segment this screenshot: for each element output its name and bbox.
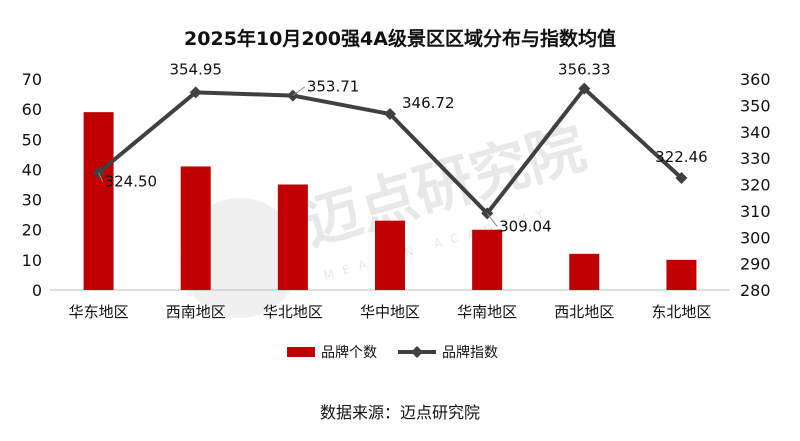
chart-title: 2025年10月200强4A级景区区域分布与指数均值 xyxy=(184,27,616,50)
bar xyxy=(180,166,211,290)
right-y-tick-label: 290 xyxy=(740,255,771,274)
left-y-tick-label: 20 xyxy=(22,221,42,240)
right-y-tick-label: 280 xyxy=(740,281,771,300)
right-y-tick-label: 300 xyxy=(740,228,771,247)
line-point xyxy=(189,86,202,99)
right-y-tick-label: 360 xyxy=(740,70,771,89)
legend-line-label: 品牌指数 xyxy=(442,344,498,361)
data-label-leader xyxy=(98,172,104,182)
right-y-axis: 280 290 300 310 320 330 340 350 360 xyxy=(740,70,771,300)
right-y-tick-label: 310 xyxy=(740,202,771,221)
line-point xyxy=(384,108,396,121)
data-label-leader xyxy=(486,213,498,227)
legend-line-marker xyxy=(411,346,423,358)
left-y-axis: 0 10 20 30 40 50 60 70 xyxy=(22,70,42,300)
x-category-label: 东北地区 xyxy=(651,303,711,321)
bar xyxy=(83,112,114,291)
bar xyxy=(277,184,308,290)
left-y-tick-label: 50 xyxy=(22,130,42,149)
line-data-label: 353.71 xyxy=(307,78,360,96)
right-y-tick-label: 350 xyxy=(740,96,771,115)
left-y-tick-label: 40 xyxy=(22,160,42,179)
x-category-label: 华北地区 xyxy=(263,303,323,321)
line-data-label: 356.33 xyxy=(558,61,611,79)
bar-series xyxy=(83,112,697,291)
legend-bar-swatch xyxy=(287,347,315,357)
left-y-tick-label: 70 xyxy=(22,70,42,89)
bar xyxy=(666,259,697,290)
left-y-tick-label: 30 xyxy=(22,191,42,210)
line-data-label: 324.50 xyxy=(105,173,158,191)
x-category-label: 华东地区 xyxy=(69,303,129,321)
left-y-tick-label: 60 xyxy=(22,100,42,119)
legend-bar-label: 品牌个数 xyxy=(321,344,377,361)
line-data-label: 346.72 xyxy=(402,94,455,112)
line-data-label: 309.04 xyxy=(499,217,551,235)
bar xyxy=(472,229,503,290)
right-y-tick-label: 320 xyxy=(740,176,771,195)
line-data-label: 354.95 xyxy=(169,60,222,78)
line-point xyxy=(578,82,591,95)
x-axis-categories: 华东地区 西南地区 华北地区 华中地区 华南地区 西北地区 东北地区 xyxy=(69,303,712,321)
bar xyxy=(569,253,600,290)
x-category-label: 西北地区 xyxy=(554,303,614,321)
left-y-tick-label: 10 xyxy=(22,251,42,270)
source-note: 数据来源：迈点研究院 xyxy=(320,403,480,422)
line-data-label: 322.46 xyxy=(655,148,708,166)
right-y-tick-label: 330 xyxy=(740,149,771,168)
data-label-leader xyxy=(292,86,306,96)
line-point xyxy=(675,172,688,185)
right-y-tick-label: 340 xyxy=(740,123,771,142)
x-category-label: 华中地区 xyxy=(360,303,420,321)
legend: 品牌个数 品牌指数 xyxy=(287,344,498,361)
bar xyxy=(375,220,405,290)
left-y-tick-label: 0 xyxy=(32,281,42,300)
line-series: 324.50 354.95 353.71 346.72 309.04 356.33 322.… xyxy=(92,60,708,235)
x-category-label: 华南地区 xyxy=(457,303,517,321)
x-category-label: 西南地区 xyxy=(166,303,226,321)
